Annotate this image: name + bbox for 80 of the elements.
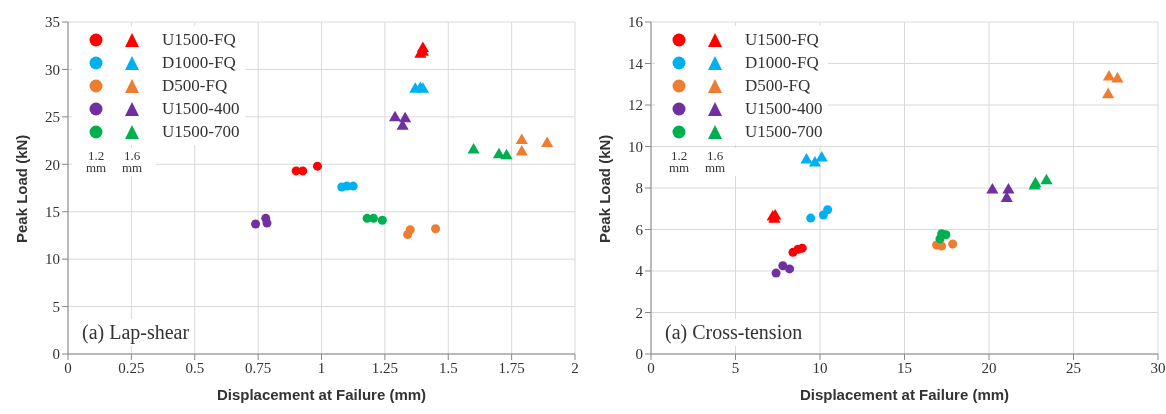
- legend-label: U1500-400: [162, 98, 240, 119]
- y-tick-label: 15: [45, 204, 60, 221]
- x-tick-label: 5: [731, 359, 740, 376]
- point: [1102, 87, 1115, 99]
- legend-label: U1500-700: [745, 121, 823, 142]
- point: [823, 205, 833, 215]
- y-tick-label: 30: [45, 61, 60, 78]
- x-tick-label: 1.25: [371, 359, 398, 376]
- point: [937, 241, 947, 251]
- x-tick-label: 0: [647, 359, 655, 376]
- x-tick-label: 1: [317, 359, 326, 376]
- y-tick-label: 25: [45, 109, 60, 126]
- y-axis-title: Peak Load (kN): [596, 134, 614, 243]
- legend-footer-panel: 1.2 mm 1.6 mm: [72, 148, 156, 176]
- x-tick-label: 0.25: [118, 359, 145, 376]
- legend-label: U1500-400: [745, 98, 823, 119]
- legend-label: U1500-FQ: [162, 29, 236, 50]
- x-tick-label: 0.5: [185, 359, 205, 376]
- y-tick-label: 4: [635, 263, 644, 280]
- legend-label: D1000-FQ: [162, 52, 236, 73]
- y-tick-label: 10: [628, 138, 643, 155]
- x-tick-label: 30: [1150, 359, 1166, 376]
- annotation: 1.2 mm: [84, 148, 108, 175]
- point: [251, 219, 261, 229]
- x-tick-label: 1.5: [438, 359, 458, 376]
- y-tick-label: 20: [45, 156, 60, 173]
- y-tick-label: 10: [45, 251, 60, 268]
- y-axis-title: Peak Load (kN): [13, 134, 31, 243]
- y-tick-label: 0: [635, 346, 643, 363]
- point: [1111, 72, 1124, 83]
- x-tick-label: 0.75: [245, 359, 272, 376]
- point: [948, 239, 958, 249]
- y-tick-label: 16: [628, 14, 644, 31]
- y-tick-label: 0: [52, 346, 60, 363]
- y-tick-label: 14: [628, 55, 644, 72]
- point: [986, 183, 999, 194]
- point: [298, 166, 308, 176]
- legend-label: U1500-700: [162, 121, 240, 142]
- x-tick-label: 25: [1066, 359, 1081, 376]
- y-tick-label: 5: [52, 298, 60, 315]
- y-tick-label: 35: [45, 14, 60, 31]
- point: [1040, 173, 1053, 185]
- point: [771, 268, 781, 278]
- annotation: 1.6 mm: [703, 148, 727, 175]
- x-axis-title: Displacement at Failure (mm): [216, 386, 427, 403]
- point: [312, 161, 322, 171]
- y-tick-label: 2: [635, 304, 643, 321]
- x-tick-label: 2: [571, 359, 579, 376]
- x-tick-label: 15: [897, 359, 912, 376]
- x-axis-title: Displacement at Failure (mm): [799, 386, 1010, 403]
- point: [785, 264, 795, 274]
- legend-label: U1500-FQ: [745, 29, 819, 50]
- annotation: (a) Lap-shear: [78, 319, 194, 346]
- point: [541, 136, 554, 147]
- point: [515, 133, 528, 145]
- annotation: (a) Cross-tension: [661, 319, 807, 346]
- point: [515, 144, 528, 156]
- point: [778, 261, 788, 271]
- point: [388, 110, 402, 122]
- legend-label: D1000-FQ: [745, 52, 819, 73]
- y-tick-label: 8: [635, 180, 643, 197]
- point: [808, 156, 822, 167]
- x-tick-label: 0: [64, 359, 72, 376]
- x-tick-label: 10: [812, 359, 828, 376]
- point: [1002, 183, 1015, 194]
- point: [806, 213, 816, 223]
- point: [500, 148, 513, 160]
- point: [935, 234, 945, 244]
- annotation: 1.6 mm: [120, 148, 144, 175]
- y-tick-label: 6: [635, 221, 644, 238]
- point: [467, 143, 480, 154]
- annotation: 1.2 mm: [667, 148, 691, 175]
- legend-label: D500-FQ: [745, 75, 811, 96]
- x-tick-label: 20: [981, 359, 997, 376]
- legend-label: D500-FQ: [162, 75, 228, 96]
- y-tick-label: 12: [628, 97, 643, 114]
- point: [405, 225, 415, 235]
- point: [377, 215, 387, 225]
- x-tick-label: 1.75: [498, 359, 525, 376]
- point: [431, 224, 441, 234]
